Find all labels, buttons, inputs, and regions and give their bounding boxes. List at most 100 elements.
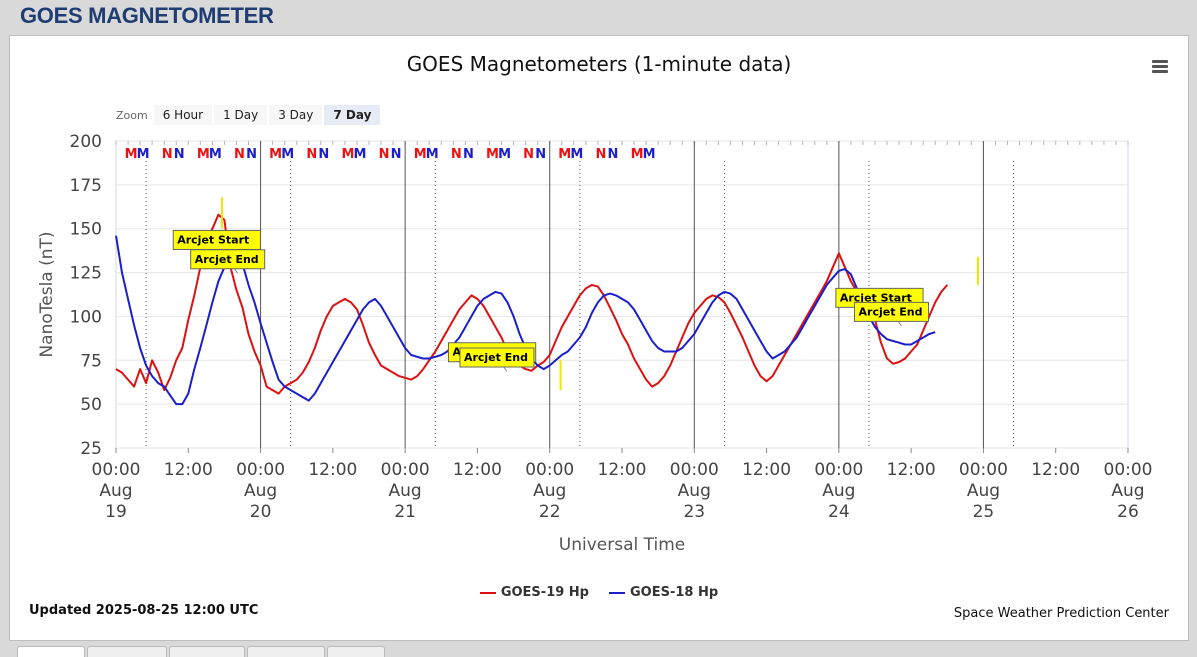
annotation-box	[854, 301, 930, 322]
mn-marker: N	[523, 147, 534, 162]
mn-marker: N	[451, 147, 462, 162]
chart-title: GOES Magnetometers (1-minute data)	[406, 52, 792, 76]
tab-3[interactable]	[169, 646, 245, 657]
mn-marker: N	[246, 147, 257, 162]
mn-marker: N	[608, 147, 619, 162]
x-tick-time: 00:00	[525, 460, 574, 480]
x-tick-time: 00:00	[236, 460, 285, 480]
mn-marker: N	[595, 147, 606, 162]
mn-marker: M	[643, 147, 656, 162]
x-tick-time: 12:00	[164, 460, 213, 480]
x-tick-time: 12:00	[453, 460, 502, 480]
mn-marker: M	[558, 147, 571, 162]
x-tick-day: 23	[683, 502, 705, 522]
x-tick-time: 00:00	[92, 460, 141, 480]
y-tick-label: 150	[70, 220, 102, 240]
mn-marker: M	[137, 147, 150, 162]
mn-marker: N	[535, 147, 546, 162]
x-tick-day: 22	[539, 502, 561, 522]
zoom-label: Zoom	[116, 108, 148, 122]
mn-marker: N	[162, 147, 173, 162]
x-tick-month: Aug	[389, 481, 422, 501]
mn-marker: M	[498, 147, 511, 162]
legend-swatch-goes18	[609, 591, 625, 594]
bottom-tabs	[9, 640, 1187, 657]
x-tick-month: Aug	[967, 481, 1000, 501]
legend-label-goes18: GOES-18 Hp	[630, 585, 719, 600]
x-tick-time: 00:00	[670, 460, 719, 480]
x-tick-day: 21	[394, 502, 416, 522]
mn-marker: M	[414, 147, 427, 162]
y-axis-title: NanoTesla (nT)	[37, 231, 57, 357]
mn-marker: M	[209, 147, 222, 162]
legend-label-goes19: GOES-19 Hp	[500, 585, 589, 600]
legend-swatch-goes19	[479, 591, 496, 594]
y-tick-label: 25	[80, 439, 102, 459]
tab-5[interactable]	[327, 646, 385, 657]
zoom-3-day-button[interactable]: 3 Day	[269, 105, 323, 125]
y-tick-label: 200	[70, 132, 102, 152]
mn-marker: M	[631, 147, 644, 162]
zoom-6-hour-button[interactable]: 6 Hour	[153, 105, 213, 125]
mn-marker: M	[281, 147, 294, 162]
x-tick-month: Aug	[822, 481, 855, 501]
chart-panel: GOES Magnetometers (1-minute data) Zoom …	[9, 35, 1189, 641]
mn-marker: N	[463, 147, 474, 162]
zoom-controls: Zoom 6 Hour 1 Day 3 Day 7 Day	[116, 105, 382, 125]
page-header: GOES MAGNETOMETER	[0, 0, 1197, 34]
mn-marker: M	[341, 147, 354, 162]
mn-marker: M	[570, 147, 583, 162]
hamburger-menu-icon[interactable]	[1152, 60, 1168, 74]
x-tick-time: 00:00	[814, 460, 863, 480]
mn-marker: M	[486, 147, 499, 162]
x-tick-time: 00:00	[959, 460, 1008, 480]
tab-2[interactable]	[87, 646, 167, 657]
mn-marker: N	[391, 147, 402, 162]
zoom-7-day-button[interactable]: 7 Day	[324, 105, 381, 125]
legend: GOES-19 Hp GOES-18 Hp	[10, 585, 1188, 600]
x-axis-title: Universal Time	[559, 535, 685, 555]
annotation-label: Arcjet End	[195, 253, 259, 266]
x-tick-time: 12:00	[887, 460, 936, 480]
y-tick-label: 75	[80, 351, 102, 371]
x-tick-time: 12:00	[598, 460, 647, 480]
plot-area	[115, 140, 1129, 449]
x-tick-time: 12:00	[308, 460, 357, 480]
x-tick-month: Aug	[1111, 481, 1144, 501]
y-tick-label: 50	[80, 395, 102, 415]
x-tick-month: Aug	[99, 481, 132, 501]
mn-marker: N	[174, 147, 185, 162]
tab-4[interactable]	[247, 646, 325, 657]
mn-marker: M	[125, 147, 138, 162]
y-tick-label: 175	[70, 176, 102, 196]
y-tick-label: 100	[70, 307, 102, 327]
mn-marker: M	[269, 147, 282, 162]
mn-marker: N	[234, 147, 245, 162]
annotation-label: Arcjet End	[859, 305, 923, 318]
mn-marker: N	[379, 147, 390, 162]
mn-marker: M	[197, 147, 210, 162]
x-tick-month: Aug	[244, 481, 277, 501]
mn-marker: N	[318, 147, 329, 162]
x-tick-day: 24	[828, 502, 850, 522]
x-tick-day: 19	[105, 502, 127, 522]
annotation-box	[459, 347, 535, 368]
annotation-label: Arcjet End	[464, 351, 528, 364]
x-tick-time: 00:00	[381, 460, 430, 480]
x-tick-month: Aug	[533, 481, 566, 501]
x-tick-day: 25	[973, 502, 995, 522]
mn-marker: M	[353, 147, 366, 162]
mn-marker: N	[306, 147, 317, 162]
mn-marker: M	[426, 147, 439, 162]
x-tick-time: 12:00	[742, 460, 791, 480]
annotation-label: Arcjet Start	[840, 291, 912, 304]
legend-item-goes18[interactable]: GOES-18 Hp	[609, 585, 718, 600]
zoom-1-day-button[interactable]: 1 Day	[214, 105, 268, 125]
x-tick-day: 26	[1117, 502, 1139, 522]
x-tick-time: 12:00	[1031, 460, 1080, 480]
legend-item-goes19[interactable]: GOES-19 Hp	[479, 585, 589, 600]
tab-1[interactable]	[17, 646, 85, 657]
x-tick-day: 20	[250, 502, 272, 522]
x-tick-time: 00:00	[1104, 460, 1153, 480]
